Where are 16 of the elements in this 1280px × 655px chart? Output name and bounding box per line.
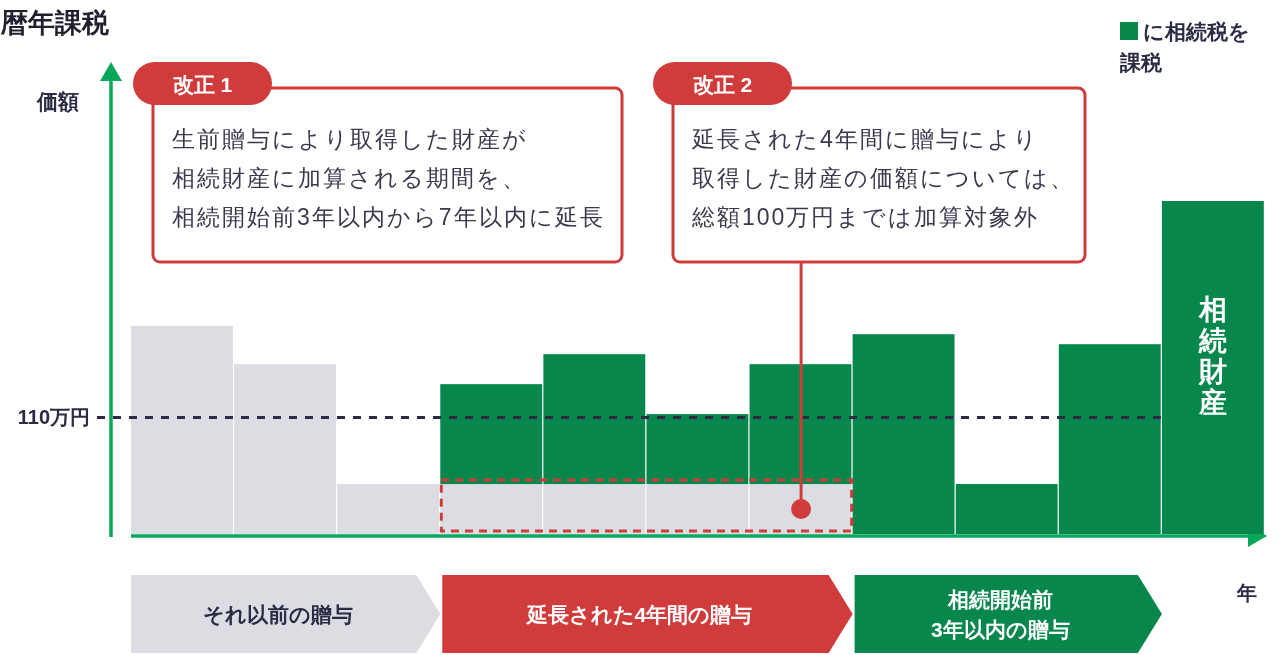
text: 相続開始前 — [946, 587, 1053, 611]
ref-line-label: 110万円 — [17, 406, 90, 429]
text: それ以前の贈与 — [202, 602, 353, 626]
text: 改正 2 — [692, 72, 753, 96]
text: 延長された4年間の贈与 — [524, 602, 753, 626]
x-axis-title: 年 — [1236, 582, 1257, 604]
bar — [749, 364, 852, 485]
text: 取得した財産の価額については、 — [692, 165, 1075, 191]
annotation: 相続開始前3年以内から7年以内に延長 — [172, 204, 605, 230]
y-axis-title: 価額 — [36, 89, 79, 114]
text: 延長された4年間に贈与により — [691, 126, 1039, 152]
legend-label: に相続税を課税 — [1119, 19, 1250, 74]
chart-title: 暦年課税 — [0, 8, 110, 38]
text: 3年以内の贈与 — [930, 617, 1070, 641]
annotation: 総額100万円までは加算対象外 — [691, 204, 1040, 230]
x-tick-label: 相続財産 — [1198, 293, 1228, 418]
